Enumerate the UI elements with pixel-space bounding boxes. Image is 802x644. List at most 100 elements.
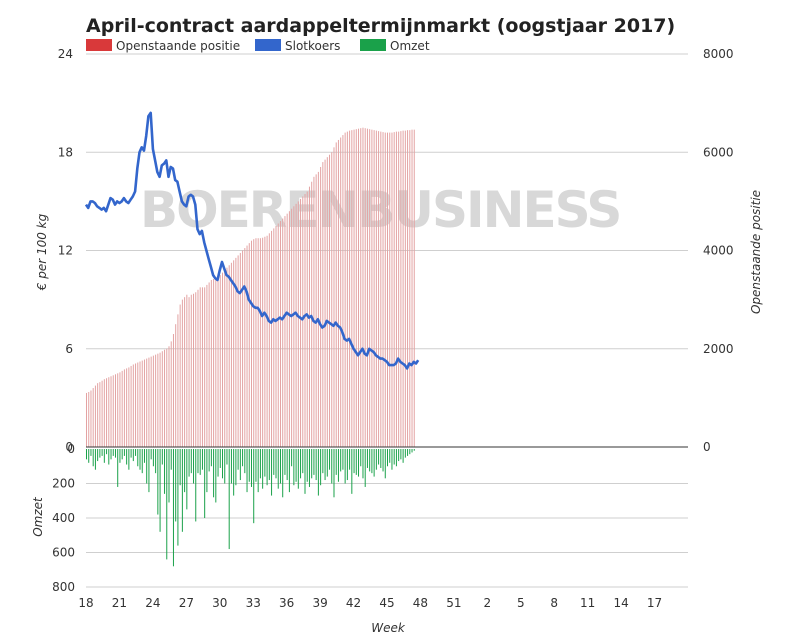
openstaande-positie-bar	[268, 233, 270, 447]
omzet-bar	[364, 449, 366, 487]
openstaande-positie-bar	[369, 129, 371, 447]
omzet-bar	[237, 449, 239, 470]
openstaande-positie-bar	[199, 287, 201, 447]
openstaande-positie-bar	[262, 237, 264, 447]
omzet-bar	[168, 449, 170, 503]
openstaande-positie-bar	[302, 196, 304, 447]
omzet-bar	[135, 449, 137, 456]
openstaande-positie-bar	[193, 293, 195, 447]
omzet-bar	[311, 449, 313, 479]
openstaande-positie-bar	[248, 243, 250, 447]
openstaande-positie-bar	[300, 198, 302, 447]
omzet-bar	[404, 449, 406, 458]
omzet-bar	[317, 449, 319, 496]
omzet-bar	[161, 449, 163, 465]
right-tick-label: 2000	[703, 342, 734, 356]
omzet-bar	[228, 449, 230, 550]
omzet-bar	[360, 449, 362, 467]
openstaande-positie-bar	[130, 365, 132, 447]
left-tick-label: 0	[65, 440, 73, 454]
omzet-bar	[369, 449, 371, 472]
x-tick-label: 51	[446, 596, 461, 610]
omzet-bar	[204, 449, 206, 518]
openstaande-positie-bar	[351, 130, 353, 448]
openstaande-positie-bar	[101, 380, 103, 447]
openstaande-positie-bar	[297, 201, 299, 447]
omzet-bar	[375, 449, 377, 470]
omzet-bar	[342, 449, 344, 470]
openstaande-positie-bar	[184, 297, 186, 447]
openstaande-positie-bar	[86, 392, 87, 447]
omzet-bar	[126, 449, 128, 465]
chart-title: April-contract aardappeltermijnmarkt (oo…	[86, 15, 675, 37]
omzet-bar	[257, 449, 259, 493]
omzet-bar	[344, 449, 346, 484]
omzet-bar	[128, 449, 130, 470]
omzet-bar	[222, 449, 224, 479]
omzet-bar	[355, 449, 357, 475]
openstaande-positie-bar	[168, 346, 170, 447]
omzet-bar	[90, 449, 92, 456]
omzet-bar	[353, 449, 355, 474]
openstaande-positie-bar	[400, 131, 402, 447]
openstaande-positie-bars	[86, 127, 415, 448]
omzet-bar	[230, 449, 232, 484]
omzet-bar	[86, 449, 87, 460]
openstaande-positie-bar	[253, 239, 255, 447]
omzet-bar	[132, 449, 134, 462]
omzet-bar	[148, 449, 150, 493]
omzet-bar	[313, 449, 315, 475]
omzet-bar	[123, 449, 125, 456]
openstaande-positie-bar	[313, 176, 315, 447]
openstaande-positie-bar	[106, 378, 108, 447]
omzet-bar	[400, 449, 402, 460]
legend-swatch-openstaande-positie	[86, 39, 112, 51]
omzet-bar	[172, 449, 174, 567]
openstaande-positie-bar	[179, 304, 181, 447]
omzet-bar	[155, 449, 157, 474]
omzet-bar	[398, 449, 400, 462]
openstaande-positie-bar	[186, 294, 188, 447]
omzet-bar	[106, 449, 108, 455]
openstaande-positie-bar	[380, 131, 382, 447]
openstaande-positie-bar	[181, 299, 183, 447]
openstaande-positie-bar	[217, 276, 219, 447]
openstaande-positie-bar	[353, 129, 355, 447]
omzet-bar	[226, 449, 228, 465]
openstaande-positie-bar	[146, 358, 148, 447]
omzet-bar	[130, 449, 132, 458]
x-tick-label: 39	[312, 596, 327, 610]
omzet-bar	[382, 449, 384, 472]
omzet-bar	[259, 449, 261, 479]
omzet-bar	[233, 449, 235, 496]
legend-label-openstaande-positie: Openstaande positie	[116, 39, 240, 53]
openstaande-positie-bar	[135, 363, 137, 447]
openstaande-positie-bar	[306, 191, 308, 447]
openstaande-positie-bar	[288, 211, 290, 447]
omzet-bar	[114, 449, 116, 458]
legend-swatch-omzet	[360, 39, 386, 51]
openstaande-positie-bar	[304, 194, 306, 447]
omzet-bar	[190, 449, 192, 474]
legend: Openstaande positie Slotkoers Omzet	[86, 39, 430, 53]
openstaande-positie-bar	[150, 356, 152, 447]
omzet-bar	[121, 449, 123, 460]
openstaande-positie-bar	[344, 132, 346, 447]
openstaande-positie-bar	[99, 382, 101, 447]
left-tick-label: 6	[65, 342, 73, 356]
openstaande-positie-bar	[404, 130, 406, 447]
legend-label-omzet: Omzet	[390, 39, 430, 53]
omzet-bar	[164, 449, 166, 494]
openstaande-positie-bar	[371, 129, 373, 447]
omzet-bar	[329, 449, 331, 470]
openstaande-positie-bar	[190, 294, 192, 447]
openstaande-positie-bar	[366, 128, 368, 448]
openstaande-positie-bar	[384, 132, 386, 447]
x-tick-label: 27	[179, 596, 194, 610]
openstaande-positie-bar	[195, 292, 197, 447]
omzet-bar	[195, 449, 197, 522]
omzet-bar	[143, 449, 145, 463]
omzet-bar	[266, 449, 268, 486]
openstaande-positie-bar	[355, 129, 357, 447]
